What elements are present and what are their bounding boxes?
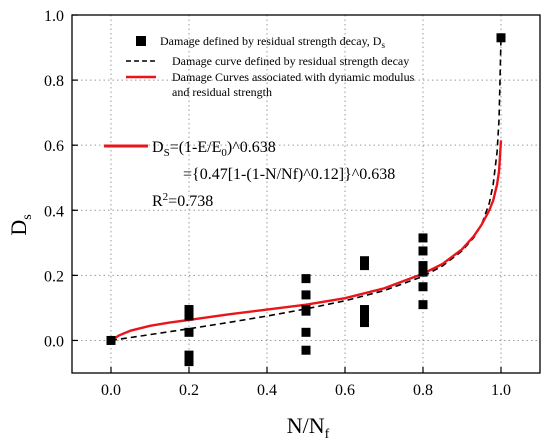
data-point (496, 33, 506, 43)
data-point (184, 357, 194, 367)
x-tick-label: 0.8 (413, 382, 433, 399)
data-point (360, 256, 369, 266)
equation-line-1: DS=(1-E/E0)^0.638 (152, 139, 276, 159)
x-tick-label: 0.4 (257, 382, 277, 399)
data-point (418, 261, 428, 271)
data-point (184, 350, 194, 360)
data-point (106, 335, 116, 345)
red-damage-curve (110, 140, 503, 342)
data-point (301, 274, 311, 284)
data-point (418, 267, 428, 277)
data-point (301, 290, 311, 300)
data-point (184, 327, 194, 337)
axis-ticks: 0.0 0.2 0.4 0.6 0.8 1.0 0.0 0.2 0.4 0.6 0.8 1.0 (44, 8, 511, 399)
y-tick-label: 0.0 (44, 333, 64, 350)
data-point (360, 318, 369, 328)
data-point (418, 300, 428, 310)
y-tick-label: 0.2 (44, 268, 64, 285)
legend-label-scatter: Damage defined by residual strength deca… (160, 34, 385, 50)
data-point (418, 246, 428, 256)
series-layer (106, 33, 506, 367)
x-tick-label: 0.2 (179, 382, 199, 399)
data-point (301, 327, 311, 337)
legend-label-red-line1: Damage Curves associated with dynamic mo… (172, 70, 415, 84)
equation-line-2: ={0.47[1-(1-N/Nf)^0.12]}^0.638 (183, 166, 395, 183)
y-axis-title: Ds (6, 214, 35, 235)
x-tick-label: 0.0 (101, 382, 121, 399)
equation-annotation: DS=(1-E/E0)^0.638 ={0.47[1-(1-N/Nf)^0.12… (104, 139, 395, 210)
legend-label-red-line2: and residual strength (172, 85, 272, 99)
r-squared: R2=0.738 (152, 191, 213, 210)
plot-frame (71, 14, 541, 374)
legend: Damage defined by residual strength deca… (126, 34, 415, 99)
data-point (360, 305, 369, 315)
legend-marker-scatter (136, 36, 146, 46)
dashed-damage-curve (110, 37, 502, 342)
y-tick-label: 1.0 (44, 8, 64, 25)
data-point (301, 306, 311, 316)
data-point (418, 233, 428, 243)
y-tick-label: 0.6 (44, 138, 64, 155)
data-point (418, 282, 428, 292)
legend-label-dashed: Damage curve defined by residual strengt… (172, 54, 409, 68)
x-axis-title: N/Nf (287, 413, 330, 442)
x-tick-label: 1.0 (491, 382, 511, 399)
data-point (184, 305, 194, 315)
y-tick-label: 0.8 (44, 73, 64, 90)
x-tick-label: 0.6 (335, 382, 355, 399)
data-point (301, 345, 311, 355)
grid-lines (72, 14, 540, 373)
data-point (360, 261, 369, 271)
data-point (360, 313, 369, 323)
data-point (184, 311, 194, 321)
y-tick-label: 0.4 (44, 203, 64, 220)
